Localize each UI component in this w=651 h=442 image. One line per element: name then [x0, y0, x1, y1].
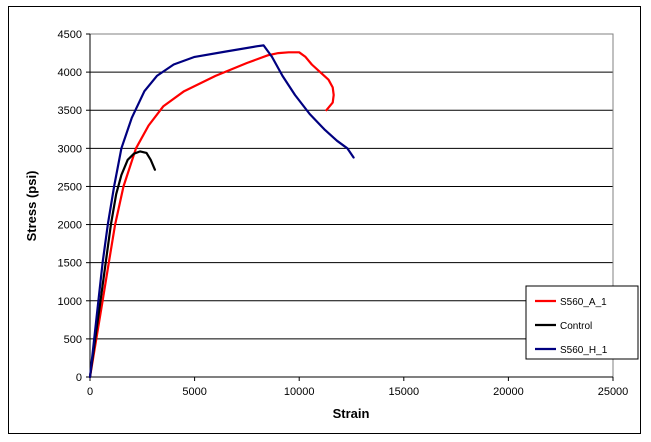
legend-label-2: S560_H_1 — [560, 345, 608, 356]
y-tick-label-3: 1500 — [58, 258, 82, 270]
y-tick-label-2: 1000 — [58, 296, 82, 308]
series-line-s560-a-1 — [88, 51, 335, 379]
series-lines — [88, 44, 355, 379]
x-tick-label-3: 15000 — [389, 386, 420, 398]
legend-box — [525, 285, 639, 360]
y-tick-label-0: 0 — [76, 372, 82, 384]
y-tick-label-8: 4000 — [58, 67, 82, 79]
y-tick-labels: 0 500 1000 1500 2000 2500 3000 3500 4000 4500 — [58, 29, 90, 384]
x-tick-label-2: 10000 — [284, 386, 315, 398]
x-tick-label-4: 20000 — [493, 386, 524, 398]
y-tick-label-1: 500 — [64, 334, 82, 346]
series-line-s560-h-1 — [88, 44, 355, 379]
x-axis-title: Strain — [333, 406, 370, 421]
x-tick-labels: 0 5000 10000 15000 20000 25000 — [87, 34, 628, 398]
series-line-control — [88, 150, 156, 379]
y-tick-label-4: 2000 — [58, 220, 82, 232]
y-tick-label-6: 3000 — [58, 143, 82, 155]
y-tick-label-5: 2500 — [58, 181, 82, 193]
legend-label-1: Control — [560, 321, 592, 332]
legend: S560_A_1 Control S560_H_1 — [525, 285, 639, 360]
x-tick-label-5: 25000 — [598, 386, 629, 398]
legend-label-0: S560_A_1 — [560, 297, 607, 308]
x-tick-label-0: 0 — [87, 386, 93, 398]
y-tick-label-9: 4500 — [58, 29, 82, 41]
y-axis-title: Stress (psi) — [24, 171, 39, 242]
y-tick-label-7: 3500 — [58, 105, 82, 117]
x-tick-label-1: 5000 — [182, 386, 206, 398]
